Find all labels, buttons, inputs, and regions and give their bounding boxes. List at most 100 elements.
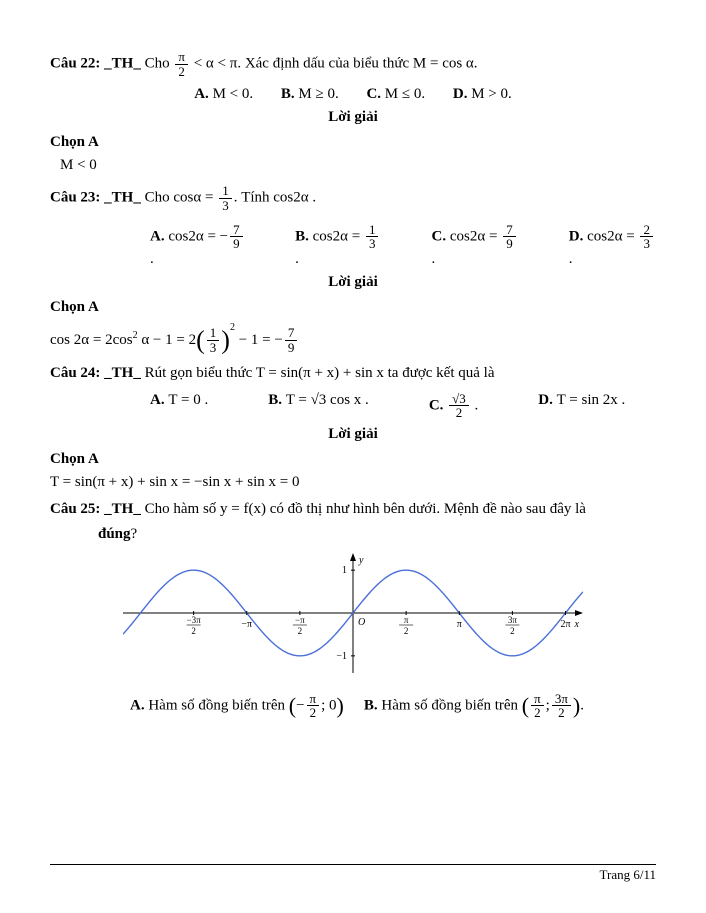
q23-text2: . Tính cos2α .: [234, 190, 316, 206]
q23-sol-f2-num: 7: [285, 326, 298, 341]
q25-b-text: Hàm số đồng biến trên: [381, 697, 521, 713]
q22-tag: _TH_: [104, 56, 141, 72]
svg-text:2: 2: [298, 626, 303, 636]
q24-label: Câu 24:: [50, 365, 100, 381]
q25-b-num1: π: [531, 692, 544, 707]
q25-graph-wrap: −3π2−π−π2π2π3π22π1−1yxO: [50, 553, 656, 678]
q22-opt-a-text: M < 0.: [213, 86, 254, 102]
q25-opt-a: A. Hàm số đồng biến trên (−π2; 0): [130, 692, 344, 720]
q23-a-frac: 79: [230, 223, 243, 251]
q23-sol-prefix: cos 2α = 2cos: [50, 332, 133, 348]
q25-a-text: Hàm số đồng biến trên: [148, 697, 288, 713]
q22-loigiai: Lời giải: [50, 109, 656, 126]
q24-opt-b: B. T = √3 cos x .: [268, 392, 369, 420]
q22-frac-den: 2: [175, 65, 188, 79]
q24-c-suffix: .: [471, 397, 479, 413]
q24-opt-d: D. T = sin 2x .: [538, 392, 625, 420]
q22-label: Câu 22:: [50, 56, 100, 72]
svg-text:−3π: −3π: [187, 615, 202, 625]
q25-b-den1: 2: [531, 706, 544, 720]
q23-c-num: 7: [503, 223, 516, 238]
q25-b-num2: 3π: [552, 692, 571, 707]
svg-text:π: π: [404, 615, 409, 625]
q25-a-neg: −: [296, 697, 304, 713]
q22-opt-d: D. M > 0.: [453, 86, 512, 103]
q23-c-suffix: .: [432, 251, 436, 267]
q22-text-after: . Xác định dấu của biểu thức: [237, 56, 413, 72]
q23-a-den: 9: [230, 237, 243, 251]
q22-opt-a: A. M < 0.: [194, 86, 253, 103]
q25-label: Câu 25:: [50, 501, 100, 517]
q23-opt-b: B. cos2α = 13 .: [295, 223, 381, 268]
q25-text2: đúng: [98, 526, 131, 542]
q25-a-den: 2: [307, 706, 320, 720]
q25-a-frac: π2: [307, 692, 320, 720]
q22-opt-d-text: M > 0.: [471, 86, 512, 102]
q23-opt-d: D. cos2α = 23 .: [569, 223, 656, 268]
q23-c-den: 9: [503, 237, 516, 251]
q24-a-text: T = 0 .: [168, 392, 208, 408]
q22-opt-c: C. M ≤ 0.: [366, 86, 425, 103]
q23-b-frac: 13: [366, 223, 379, 251]
page-number: Trang 6/11: [600, 867, 656, 882]
q23-sol-frac1: 13: [207, 326, 220, 354]
svg-text:O: O: [358, 617, 365, 628]
q23-sol-f2-den: 9: [285, 341, 298, 355]
q23-sol-frac2: 79: [285, 326, 298, 354]
q23-options: A. cos2α = −79 . B. cos2α = 13 . C. cos2…: [50, 223, 656, 268]
q22-text-before: Cho: [145, 56, 174, 72]
q23-c-prefix: cos2α =: [450, 228, 501, 244]
q25-graph: −3π2−π−π2π2π3π22π1−1yxO: [123, 553, 583, 673]
q23-sol-f1-num: 1: [207, 326, 220, 341]
q25-head: Câu 25: _TH_ Cho hàm số y = f(x) có đồ t…: [50, 501, 656, 518]
q23-opt-c: C. cos2α = 79 .: [432, 223, 519, 268]
q24-opt-c: C. √32 .: [429, 392, 478, 420]
q23-head: Câu 23: _TH_ Cho cosα = 13. Tính cos2α .: [50, 184, 656, 212]
q22-expr: M = cos α: [413, 56, 474, 72]
q23-label: Câu 23:: [50, 190, 100, 206]
q23-d-num: 2: [640, 223, 653, 238]
q25-text2-wrap: đúng?: [50, 526, 656, 543]
q24-text: Rút gọn biểu thức T = sin(π + x) + sin x…: [145, 365, 495, 381]
q22-options: A. M < 0. B. M ≥ 0. C. M ≤ 0. D. M > 0.: [50, 86, 656, 103]
q25-tag: _TH_: [104, 501, 141, 517]
q24-loigiai: Lời giải: [50, 426, 656, 443]
q22-frac: π2: [175, 50, 188, 78]
q23-d-frac: 23: [640, 223, 653, 251]
q22-head: Câu 22: _TH_ Cho π2 < α < π. Xác định dấ…: [50, 50, 656, 78]
q23-frac1-den: 3: [219, 199, 232, 213]
q23-d-prefix: cos2α =: [587, 228, 638, 244]
q22-opt-b-text: M ≥ 0.: [298, 86, 338, 102]
q25-b-frac1: π2: [531, 692, 544, 720]
svg-text:2: 2: [404, 626, 409, 636]
q23-opt-a: A. cos2α = −79 .: [150, 223, 245, 268]
svg-text:2: 2: [510, 626, 515, 636]
q22-sol: M < 0: [50, 157, 656, 174]
q24-c-frac: √32: [449, 392, 469, 420]
q25-a-sep: ; 0: [321, 697, 336, 713]
q23-frac1-num: 1: [219, 184, 232, 199]
svg-text:1: 1: [342, 565, 347, 576]
q25-a-num: π: [307, 692, 320, 707]
q24-options: A. T = 0 . B. T = √3 cos x . C. √32 . D.…: [50, 392, 656, 420]
q23-loigiai: Lời giải: [50, 274, 656, 291]
q23-chon: Chọn A: [50, 299, 656, 316]
q22-cond-mid: < α < π: [190, 56, 237, 72]
q22-frac-num: π: [175, 50, 188, 65]
q22-opt-b: B. M ≥ 0.: [281, 86, 339, 103]
q23-d-suffix: .: [569, 251, 573, 267]
q22-opt-c-text: M ≤ 0.: [385, 86, 425, 102]
q24-b-text: T = √3 cos x .: [286, 392, 369, 408]
q24-d-text: T = sin 2x .: [557, 392, 626, 408]
q23-a-num: 7: [230, 223, 243, 238]
svg-text:−1: −1: [336, 651, 347, 662]
q24-sol: T = sin(π + x) + sin x = −sin x + sin x …: [50, 474, 656, 491]
q25-b-sep: ;: [546, 697, 550, 713]
q23-b-prefix: cos2α =: [313, 228, 364, 244]
q24-tag: _TH_: [104, 365, 141, 381]
q23-a-prefix: cos2α = −: [168, 228, 228, 244]
svg-text:−π: −π: [241, 619, 252, 630]
q23-a-suffix: .: [150, 251, 154, 267]
page-footer: Trang 6/11: [50, 864, 656, 883]
svg-text:π: π: [457, 619, 462, 630]
